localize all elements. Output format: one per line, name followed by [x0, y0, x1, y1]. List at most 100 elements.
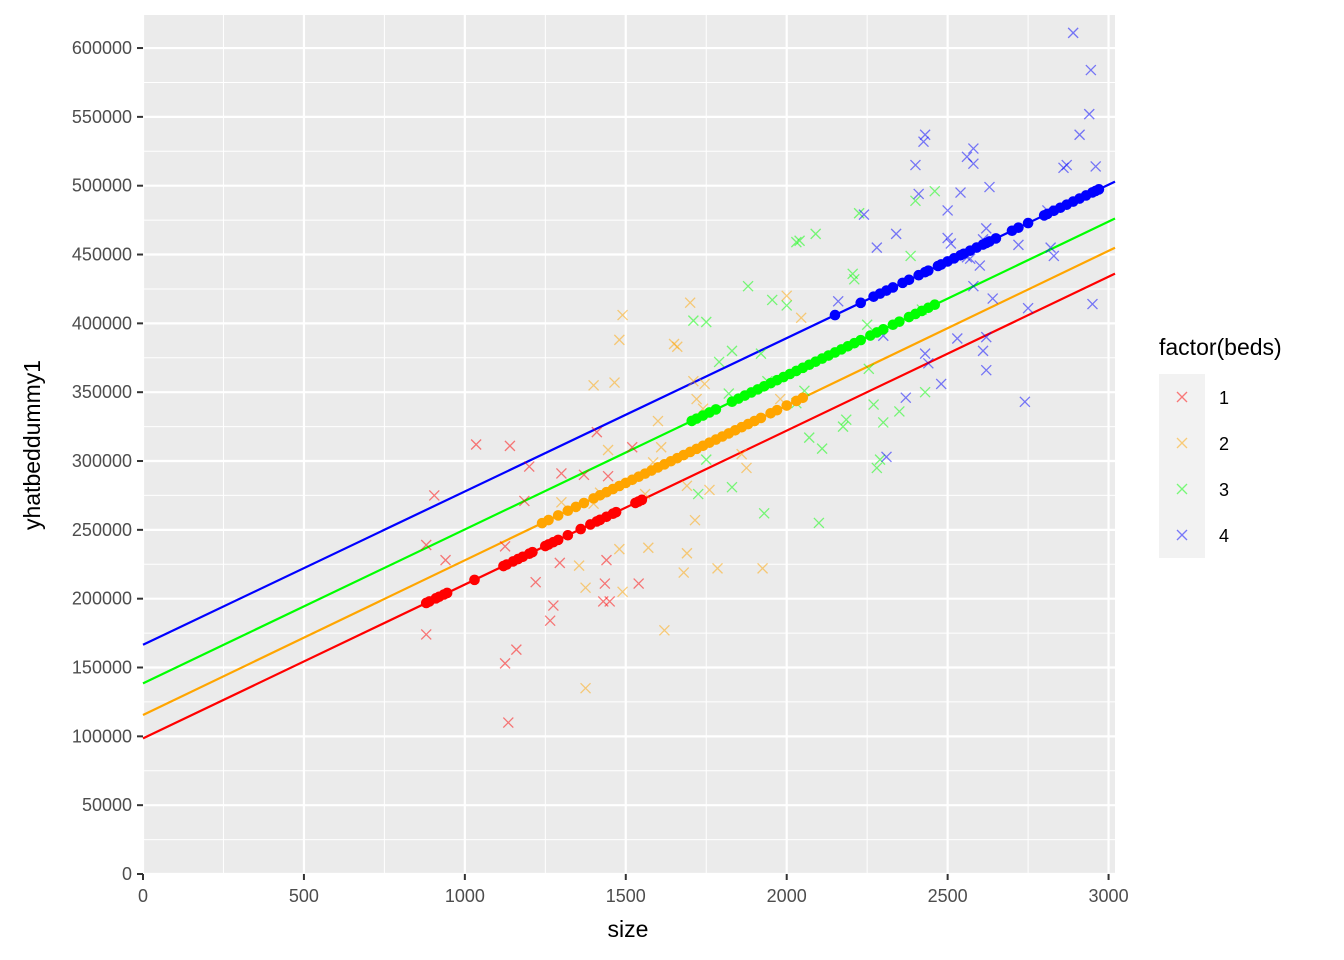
legend-entry-4: 4	[1159, 512, 1229, 558]
observed-point-1	[547, 600, 559, 612]
observed-point-4	[1012, 239, 1024, 251]
y-tick-label: 400000	[72, 313, 132, 333]
observed-point-2	[687, 375, 699, 387]
fitted-point-4	[829, 309, 841, 321]
observed-point-1	[420, 629, 432, 640]
observed-point-3	[700, 316, 712, 328]
observed-point-1	[440, 554, 452, 566]
observed-point-4	[955, 187, 966, 199]
fitted-point-4	[923, 265, 934, 276]
observed-point-1	[591, 426, 603, 438]
fitted-point-4	[1093, 184, 1105, 195]
observed-point-3	[877, 417, 889, 428]
y-tick-label: 100000	[72, 726, 132, 746]
y-tick-label: 200000	[72, 589, 132, 609]
observed-point-3	[692, 488, 704, 500]
observed-point-1	[604, 595, 616, 607]
observed-point-1	[554, 557, 566, 569]
observed-point-2	[689, 514, 701, 526]
x-tick-label: 500	[289, 886, 319, 906]
fitted-point-3	[855, 334, 867, 346]
y-tick-label: 50000	[82, 795, 132, 815]
y-tick-label: 600000	[72, 38, 132, 58]
observed-point-2	[652, 415, 664, 427]
observed-point-2	[699, 378, 711, 390]
observed-point-1	[518, 495, 530, 507]
fitted-point-4	[903, 274, 915, 286]
observed-point-1	[601, 554, 612, 566]
observed-point-1	[599, 578, 611, 589]
observed-point-3	[700, 454, 712, 466]
observed-point-4	[1074, 129, 1086, 141]
observed-point-3	[803, 432, 815, 444]
legend-entry-1: 1	[1159, 374, 1229, 420]
observed-point-2	[712, 562, 723, 574]
y-axis-title: yhatbeddummy1	[19, 360, 45, 530]
observed-point-4	[974, 260, 986, 272]
grid-lines	[141, 15, 1115, 876]
observed-point-4	[1019, 396, 1031, 408]
observed-point-2	[617, 586, 629, 598]
fitted-point-1	[610, 506, 622, 518]
observed-point-3	[929, 185, 941, 197]
legend-label: 2	[1219, 434, 1229, 454]
observed-point-2	[668, 338, 680, 350]
observed-point-1	[504, 440, 516, 452]
fitted-point-1	[575, 523, 587, 535]
observed-point-2	[736, 448, 748, 460]
observed-point-4	[942, 232, 954, 244]
observed-point-4	[945, 238, 957, 249]
y-tick-label: 500000	[72, 176, 132, 196]
observed-point-3	[766, 294, 778, 306]
observed-point-4	[909, 159, 921, 171]
legend: factor(beds) 1 2 3 4	[1159, 334, 1282, 558]
observed-point-4	[913, 188, 925, 200]
fitted-point-3	[929, 299, 941, 311]
observed-point-4	[942, 205, 954, 216]
fit-line-1	[142, 272, 1116, 740]
legend-entry-3: 3	[1159, 466, 1229, 512]
fitted-point-4	[990, 233, 1002, 244]
observed-point-2	[580, 582, 592, 594]
observed-point-2	[678, 567, 690, 578]
axes: 0 500 1000 1500 2000 2500 3000 0 50000 100000 1500…	[72, 38, 1129, 906]
x-tick-label: 3000	[1089, 886, 1129, 906]
x-axis-title: size	[608, 916, 649, 942]
fitted-point-3	[877, 324, 889, 335]
observed-point-4	[980, 331, 992, 343]
observed-point-4	[967, 280, 979, 292]
fitted-point-2	[552, 510, 564, 521]
observed-point-4	[977, 345, 989, 357]
observed-point-1	[544, 615, 556, 627]
observed-point-4	[967, 158, 979, 170]
observed-point-3	[861, 319, 873, 331]
observed-point-3	[871, 462, 883, 474]
observed-point-3	[758, 507, 770, 519]
observed-point-3	[813, 517, 825, 529]
observed-point-1	[420, 539, 432, 551]
observed-point-3	[687, 315, 699, 327]
observed-point-4	[935, 378, 947, 390]
fitted-point-3	[710, 404, 722, 415]
y-tick-label: 250000	[72, 520, 132, 540]
observed-point-2	[691, 393, 703, 405]
observed-point-2	[555, 496, 567, 508]
observed-point-2	[602, 444, 614, 456]
observed-point-1	[626, 441, 638, 453]
observed-point-3	[837, 421, 849, 433]
observed-point-3	[726, 345, 738, 357]
observed-point-4	[858, 209, 870, 221]
observed-point-3	[905, 250, 917, 262]
y-tick-label: 300000	[72, 451, 132, 471]
fitted-point-2	[578, 497, 590, 509]
observed-point-4	[918, 136, 929, 148]
observed-point-2	[613, 334, 625, 346]
fitted-point-3	[894, 316, 905, 327]
observed-point-2	[781, 290, 793, 302]
observed-point-2	[704, 484, 715, 496]
y-tick-label: 450000	[72, 245, 132, 265]
observed-point-1	[530, 576, 542, 588]
observed-point-4	[1048, 250, 1060, 262]
observed-point-2	[681, 547, 693, 559]
